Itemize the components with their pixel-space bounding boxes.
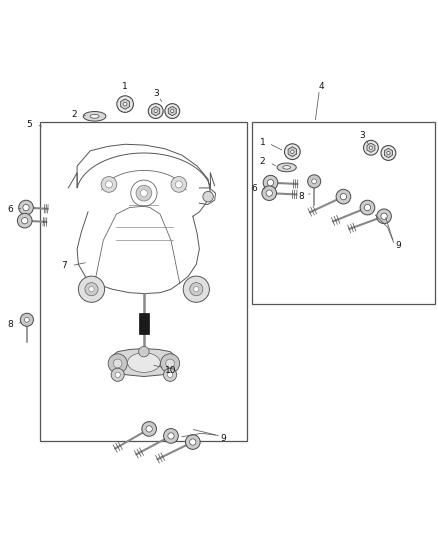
Circle shape [166, 359, 174, 368]
Circle shape [285, 144, 300, 159]
Circle shape [381, 213, 387, 220]
Circle shape [263, 175, 278, 190]
Circle shape [203, 191, 213, 202]
Circle shape [291, 150, 294, 154]
Circle shape [336, 189, 351, 204]
Circle shape [19, 200, 33, 215]
Circle shape [154, 109, 157, 112]
Circle shape [163, 368, 177, 381]
Circle shape [148, 103, 163, 118]
Circle shape [387, 151, 390, 155]
Bar [139, 313, 149, 334]
Circle shape [165, 103, 180, 118]
Circle shape [21, 217, 28, 224]
Circle shape [85, 282, 98, 296]
Text: 8: 8 [7, 320, 13, 329]
Circle shape [160, 354, 180, 373]
Ellipse shape [277, 163, 296, 172]
Circle shape [377, 209, 392, 224]
Circle shape [136, 185, 152, 201]
Circle shape [312, 179, 317, 184]
Circle shape [266, 190, 272, 196]
Text: 4: 4 [319, 82, 325, 91]
Text: 3: 3 [359, 131, 365, 140]
Bar [252, 123, 435, 304]
Circle shape [18, 213, 32, 228]
Circle shape [106, 181, 113, 188]
Ellipse shape [127, 353, 160, 373]
Polygon shape [367, 143, 375, 152]
Circle shape [101, 176, 117, 192]
Circle shape [194, 287, 199, 292]
Text: 6: 6 [251, 184, 257, 193]
Circle shape [262, 186, 276, 200]
Ellipse shape [83, 111, 106, 121]
Circle shape [146, 426, 152, 432]
Circle shape [364, 205, 371, 211]
Circle shape [164, 429, 178, 443]
Text: 1: 1 [260, 138, 265, 147]
Circle shape [171, 176, 187, 192]
Circle shape [167, 372, 173, 377]
Text: 10: 10 [165, 366, 177, 375]
Polygon shape [288, 147, 297, 157]
Text: 9: 9 [220, 434, 226, 443]
Text: 5: 5 [26, 120, 32, 128]
Text: 2: 2 [71, 110, 77, 119]
Text: 8: 8 [298, 192, 304, 201]
Circle shape [183, 276, 209, 302]
Circle shape [175, 181, 182, 188]
Bar [40, 123, 247, 441]
Circle shape [108, 354, 127, 373]
Circle shape [117, 96, 134, 112]
Circle shape [139, 346, 149, 357]
Circle shape [25, 317, 29, 322]
Circle shape [168, 433, 174, 439]
Circle shape [115, 372, 120, 377]
Text: 1: 1 [122, 82, 128, 91]
Circle shape [111, 368, 124, 381]
Polygon shape [112, 349, 175, 376]
Text: 9: 9 [395, 241, 401, 250]
Ellipse shape [90, 115, 99, 118]
Polygon shape [385, 148, 392, 158]
Circle shape [190, 439, 196, 445]
Circle shape [142, 422, 156, 436]
Circle shape [307, 175, 321, 188]
Circle shape [124, 102, 127, 106]
Circle shape [360, 200, 375, 215]
Circle shape [340, 193, 346, 200]
Text: 3: 3 [153, 89, 159, 98]
Circle shape [89, 287, 94, 292]
Circle shape [171, 109, 174, 112]
Circle shape [267, 180, 274, 186]
Circle shape [369, 146, 373, 149]
Circle shape [20, 313, 33, 326]
Polygon shape [152, 107, 160, 116]
Text: 2: 2 [260, 157, 265, 166]
Text: 7: 7 [61, 261, 67, 270]
Circle shape [364, 140, 378, 155]
Circle shape [381, 146, 396, 160]
Text: 6: 6 [7, 205, 13, 214]
Polygon shape [121, 99, 130, 109]
Ellipse shape [283, 166, 290, 169]
Circle shape [23, 205, 29, 211]
Circle shape [141, 190, 148, 197]
Polygon shape [168, 107, 176, 116]
Circle shape [113, 359, 122, 368]
Circle shape [190, 282, 203, 296]
Circle shape [78, 276, 105, 302]
Circle shape [185, 435, 200, 449]
